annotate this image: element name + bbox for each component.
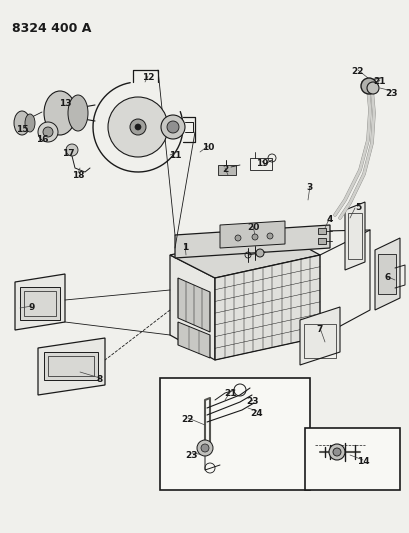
Bar — [160, 378, 309, 490]
Polygon shape — [178, 278, 209, 332]
Text: 8: 8 — [97, 376, 103, 384]
Polygon shape — [170, 232, 319, 278]
Ellipse shape — [44, 91, 76, 135]
Text: 23: 23 — [185, 450, 198, 459]
Text: 13: 13 — [58, 99, 71, 108]
Bar — [317, 238, 325, 244]
Polygon shape — [38, 338, 105, 395]
Text: 21: 21 — [373, 77, 385, 86]
Circle shape — [130, 119, 146, 135]
Bar — [48, 356, 94, 376]
Circle shape — [108, 97, 168, 157]
Text: 11: 11 — [169, 150, 181, 159]
Circle shape — [255, 249, 263, 257]
Text: 14: 14 — [356, 457, 369, 466]
Text: 18: 18 — [72, 171, 84, 180]
Text: 20: 20 — [246, 223, 258, 232]
Text: 19: 19 — [255, 158, 267, 167]
Polygon shape — [374, 238, 399, 310]
Circle shape — [135, 124, 141, 130]
Bar — [249, 158, 271, 170]
Bar — [303, 324, 335, 358]
Polygon shape — [15, 274, 65, 330]
Text: 10: 10 — [201, 143, 213, 152]
Polygon shape — [170, 255, 214, 360]
Text: 21: 21 — [224, 389, 237, 398]
Circle shape — [366, 82, 378, 94]
Circle shape — [43, 127, 53, 137]
Bar — [20, 287, 60, 320]
Bar — [377, 254, 395, 294]
Bar — [347, 213, 361, 259]
Text: 5: 5 — [354, 204, 360, 213]
Text: 17: 17 — [61, 149, 74, 157]
Polygon shape — [175, 225, 329, 258]
Circle shape — [332, 448, 340, 456]
Polygon shape — [214, 255, 319, 360]
Bar — [44, 352, 98, 380]
Ellipse shape — [14, 111, 30, 135]
Text: 24: 24 — [250, 408, 263, 417]
Text: 6: 6 — [384, 273, 390, 282]
Text: 22: 22 — [351, 68, 363, 77]
Text: 23: 23 — [385, 88, 397, 98]
Circle shape — [161, 115, 184, 139]
Bar — [317, 228, 325, 234]
Polygon shape — [344, 202, 364, 270]
Text: 9: 9 — [29, 303, 35, 312]
Circle shape — [38, 122, 58, 142]
Text: 22: 22 — [181, 416, 194, 424]
Circle shape — [200, 444, 209, 452]
Text: 3: 3 — [306, 183, 312, 192]
Polygon shape — [178, 322, 209, 358]
Text: 8324 400 A: 8324 400 A — [12, 22, 91, 35]
Circle shape — [360, 78, 376, 94]
Bar — [24, 291, 56, 316]
Text: 7: 7 — [316, 326, 322, 335]
Ellipse shape — [68, 95, 88, 131]
Text: 16: 16 — [36, 135, 48, 144]
Circle shape — [252, 234, 257, 240]
Circle shape — [166, 121, 179, 133]
Text: 4: 4 — [326, 215, 333, 224]
Bar — [304, 428, 399, 490]
Text: 1: 1 — [182, 244, 188, 253]
Text: 15: 15 — [16, 125, 28, 134]
Text: 23: 23 — [246, 398, 258, 407]
Ellipse shape — [25, 114, 35, 132]
Polygon shape — [299, 307, 339, 365]
Circle shape — [266, 233, 272, 239]
Circle shape — [234, 235, 240, 241]
Circle shape — [196, 440, 213, 456]
Text: 2: 2 — [221, 166, 227, 174]
Bar — [218, 165, 236, 175]
Circle shape — [328, 444, 344, 460]
Text: 12: 12 — [142, 74, 154, 83]
Circle shape — [66, 144, 78, 156]
Polygon shape — [220, 221, 284, 248]
